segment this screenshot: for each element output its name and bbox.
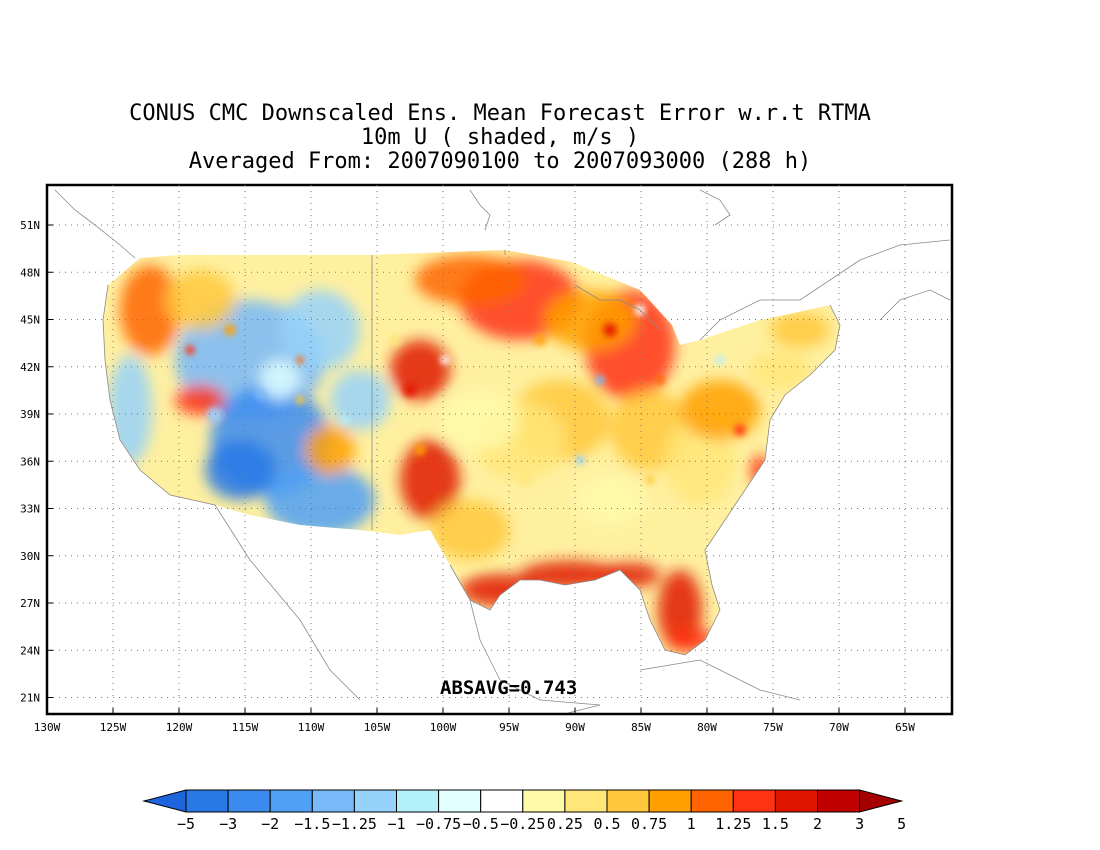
longitude-labels: 130W 125W 120W 115W 110W 105W 100W 95W 90W 85W 80W… (34, 721, 916, 734)
longitude-label: 75W (763, 721, 783, 734)
colorbar-segment (564, 789, 608, 813)
latitude-label: 42N (20, 361, 40, 374)
longitude-label: 80W (697, 721, 717, 734)
colorbar-label: 1 (687, 815, 696, 833)
colorbar-label: −0.5 (463, 815, 499, 833)
longitude-label: 110W (298, 721, 325, 734)
longitude-label: 65W (895, 721, 915, 734)
colorbar-segment (606, 789, 650, 813)
colorbar-segment (648, 789, 692, 813)
longitude-label: 100W (430, 721, 457, 734)
latitude-label: 36N (20, 455, 40, 468)
colorbar-label: −2 (261, 815, 279, 833)
longitude-label: 115W (232, 721, 259, 734)
colorbar-segment (185, 789, 229, 813)
colorbar-segment (353, 789, 397, 813)
colorbar-label: 2 (813, 815, 822, 833)
colorbar-label: −1 (387, 815, 405, 833)
longitude-label: 120W (166, 721, 193, 734)
colorbar-label: −5 (177, 815, 195, 833)
colorbar-label: −0.75 (416, 815, 461, 833)
coastlines (54, 189, 951, 714)
colorbar-label: −1.25 (332, 815, 377, 833)
colorbar-label: −3 (219, 815, 237, 833)
latitude-label: 27N (20, 597, 40, 610)
latitude-label: 39N (20, 408, 40, 421)
latitude-label: 48N (20, 266, 40, 279)
colorbar-segment (817, 789, 861, 813)
colorbar-segment (438, 789, 482, 813)
colorbar-label: 5 (897, 815, 906, 833)
longitude-label: 125W (100, 721, 127, 734)
colorbar-label: 0.5 (593, 815, 620, 833)
colorbar-label: 0.75 (631, 815, 667, 833)
colorbar-label: 1.5 (762, 815, 789, 833)
colorbar-max-arrow (859, 789, 904, 813)
colorbar: −5 −3 −2 −1.5 −1.25 −1 −0.75 −0.5 −0.25 0.25 0.5 0.… (142, 789, 906, 833)
longitude-label: 85W (631, 721, 651, 734)
longitude-label: 90W (565, 721, 585, 734)
latitude-labels: 51N 48N 45N 42N 39N 36N 33N 30N 27N 24N 21N (20, 219, 40, 705)
colorbar-segment (690, 789, 734, 813)
colorbar-segment (522, 789, 566, 813)
colorbar-segment (227, 789, 271, 813)
data-shading (103, 250, 840, 655)
latitude-label: 45N (20, 314, 40, 327)
plot-frame (45, 183, 954, 716)
latitude-label: 21N (20, 692, 40, 705)
longitude-label: 130W (34, 721, 61, 734)
graticule (46, 185, 952, 714)
latitude-label: 51N (20, 219, 40, 232)
colorbar-segment (480, 789, 524, 813)
latitude-label: 30N (20, 550, 40, 563)
colorbar-label: 0.25 (547, 815, 583, 833)
latitude-label: 24N (20, 644, 40, 657)
colorbar-min-arrow (142, 789, 187, 813)
longitude-label: 105W (364, 721, 391, 734)
colorbar-segment (774, 789, 819, 813)
absavg-annotation: ABSAVG=0.743 (440, 677, 577, 699)
longitude-label: 95W (499, 721, 519, 734)
colorbar-segment (396, 789, 440, 813)
colorbar-label: 1.25 (715, 815, 751, 833)
colorbar-segment (311, 789, 355, 813)
map-title-line-3: Averaged From: 2007090100 to 2007093000 … (188, 149, 812, 174)
longitude-label: 70W (829, 721, 849, 734)
map-title-line-2: 10m U ( shaded, m/s ) (360, 125, 640, 150)
latitude-label: 33N (20, 503, 40, 516)
colorbar-label: 3 (855, 815, 864, 833)
colorbar-segment (269, 789, 313, 813)
colorbar-label: −0.25 (500, 815, 545, 833)
colorbar-segment (732, 789, 776, 813)
colorbar-label: −1.5 (294, 815, 330, 833)
map-title-line-1: CONUS CMC Downscaled Ens. Mean Forecast … (129, 101, 871, 126)
